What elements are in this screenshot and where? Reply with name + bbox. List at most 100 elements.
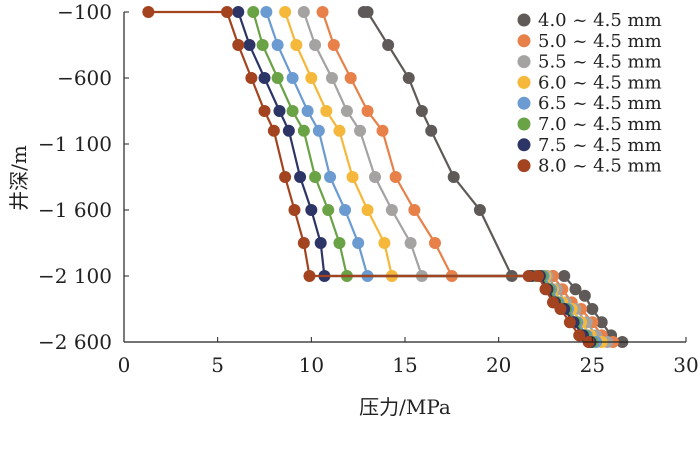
- data-point: [286, 105, 299, 117]
- data-point: [554, 303, 567, 315]
- data-point: [294, 171, 307, 183]
- legend-marker: [517, 159, 531, 173]
- data-point: [404, 237, 417, 249]
- data-point: [376, 124, 389, 137]
- data-point: [232, 39, 245, 51]
- data-point: [361, 204, 374, 216]
- data-point: [301, 105, 314, 117]
- data-point: [258, 105, 271, 117]
- data-point: [305, 72, 318, 84]
- data-point: [271, 39, 284, 51]
- data-point: [378, 237, 391, 249]
- y-axis-title: 井深/m: [7, 145, 31, 211]
- x-tick-label: 25: [580, 353, 605, 377]
- legend-label: 8.0 ~ 4.5 mm: [538, 156, 662, 177]
- data-point: [578, 289, 591, 302]
- legend-marker: [517, 138, 531, 152]
- data-point: [428, 237, 441, 249]
- legend-item: 4.0 ~ 4.5 mm: [517, 10, 662, 31]
- data-point: [595, 316, 608, 329]
- data-point: [402, 72, 415, 84]
- data-point: [282, 124, 295, 137]
- y-tick-label: −1 600: [38, 198, 112, 222]
- data-point: [267, 124, 280, 137]
- legend: 4.0 ~ 4.5 mm5.0 ~ 4.5 mm5.5 ~ 4.5 mm6.0 …: [517, 10, 662, 177]
- axes-layer: 0 5 10 15 20 25 30 −100 −600 −1 100 −1 600 −2 100 −2…: [38, 0, 699, 377]
- data-point: [258, 72, 271, 84]
- legend-label: 6.0 ~ 4.5 mm: [538, 72, 662, 93]
- data-point: [286, 72, 299, 84]
- data-point: [221, 6, 234, 18]
- legend-marker: [517, 117, 531, 131]
- data-point: [415, 105, 428, 117]
- data-point: [142, 6, 155, 18]
- data-point: [325, 72, 338, 84]
- legend-marker: [517, 34, 531, 48]
- x-tick-label: 20: [486, 353, 511, 377]
- legend-label: 5.5 ~ 4.5 mm: [538, 52, 662, 73]
- x-tick-label: 10: [299, 353, 324, 377]
- data-point: [361, 6, 374, 18]
- data-point: [297, 237, 310, 249]
- legend-marker: [517, 75, 531, 89]
- y-tick-label: −100: [57, 0, 112, 24]
- data-point: [339, 204, 352, 216]
- legend-label: 5.0 ~ 4.5 mm: [538, 31, 662, 52]
- y-tick-label: −1 100: [38, 132, 112, 156]
- data-point: [243, 39, 256, 51]
- data-point: [322, 204, 335, 216]
- data-point: [303, 270, 316, 282]
- y-tick-label: −600: [57, 66, 112, 90]
- data-point: [314, 237, 327, 249]
- data-point: [309, 39, 322, 51]
- data-point: [312, 124, 325, 137]
- data-point: [260, 6, 273, 18]
- data-point: [316, 6, 329, 18]
- legend-item: 7.5 ~ 4.5 mm: [517, 135, 662, 156]
- legend-item: 8.0 ~ 4.5 mm: [517, 156, 662, 177]
- x-tick-label: 30: [673, 353, 698, 377]
- data-point: [425, 124, 438, 137]
- legend-item: 6.5 ~ 4.5 mm: [517, 93, 662, 114]
- legend-item: 5.5 ~ 4.5 mm: [517, 52, 662, 73]
- legend-item: 6.0 ~ 4.5 mm: [517, 72, 662, 93]
- legend-marker: [517, 13, 531, 27]
- data-point: [532, 270, 545, 282]
- data-point: [279, 171, 292, 183]
- x-tick-label: 0: [118, 353, 131, 377]
- data-point: [346, 171, 359, 183]
- data-point: [333, 237, 346, 249]
- data-point: [297, 6, 310, 18]
- data-point: [573, 329, 586, 342]
- series-8: [142, 6, 595, 348]
- data-point: [288, 204, 301, 216]
- legend-item: 5.0 ~ 4.5 mm: [517, 31, 662, 52]
- data-point: [340, 105, 353, 117]
- legend-label: 7.5 ~ 4.5 mm: [538, 135, 662, 156]
- data-point: [247, 6, 260, 18]
- legend-item: 7.0 ~ 4.5 mm: [517, 114, 662, 135]
- data-point: [447, 171, 460, 183]
- legend-label: 6.5 ~ 4.5 mm: [538, 93, 662, 114]
- data-point: [369, 171, 382, 183]
- data-point: [290, 39, 303, 51]
- data-point: [473, 204, 486, 216]
- data-point: [586, 303, 599, 315]
- data-point: [273, 105, 286, 117]
- x-tick-label: 5: [211, 353, 224, 377]
- y-tick-label: −2 600: [38, 330, 112, 354]
- series-layer: [142, 6, 629, 348]
- y-tick-label: −2 100: [38, 264, 112, 288]
- data-point: [344, 72, 357, 84]
- legend-marker: [517, 55, 531, 69]
- data-point: [279, 6, 292, 18]
- data-point: [569, 283, 582, 296]
- legend-label: 4.0 ~ 4.5 mm: [538, 10, 662, 31]
- data-point: [333, 124, 346, 137]
- legend-label: 7.0 ~ 4.5 mm: [538, 114, 662, 135]
- data-point: [324, 171, 337, 183]
- data-point: [522, 270, 535, 282]
- data-point: [382, 39, 395, 51]
- data-point: [563, 316, 576, 329]
